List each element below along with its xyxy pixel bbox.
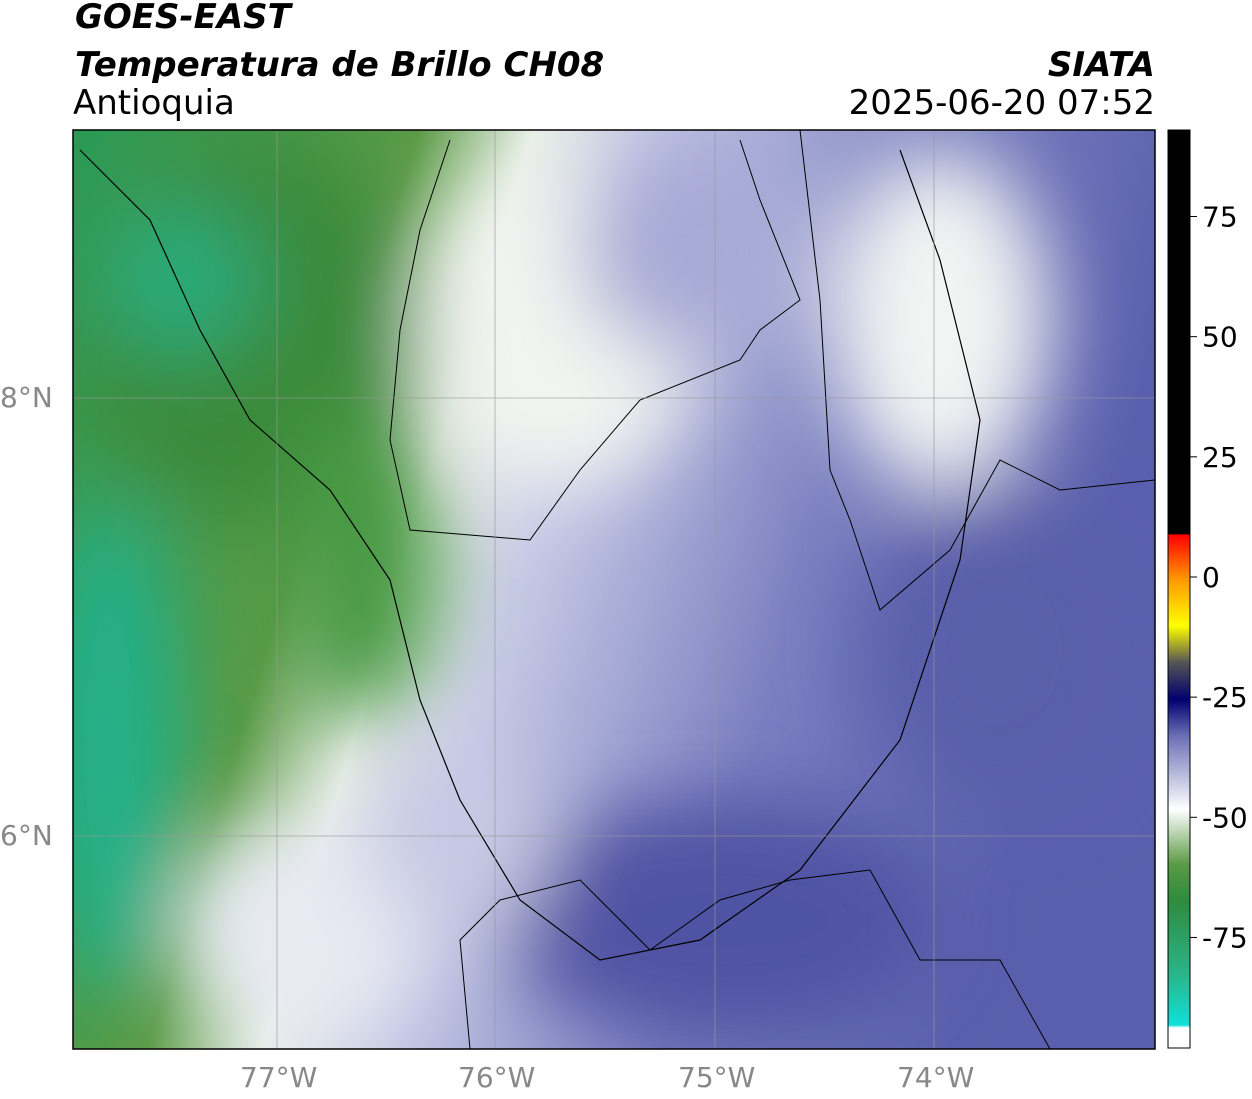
- region: Antioquia: [73, 83, 235, 123]
- colorbar: [1167, 129, 1191, 1049]
- lat-label: 8°N: [0, 381, 53, 414]
- lon-label: 75°W: [678, 1061, 756, 1094]
- colorbar-tick-label: 50: [1202, 321, 1238, 354]
- lon-label: 76°W: [458, 1061, 536, 1094]
- colorbar-tick-label: -25: [1202, 681, 1248, 714]
- subtitle: Temperatura de Brillo CH08: [75, 45, 605, 85]
- colorbar-tick-label: 75: [1202, 201, 1238, 234]
- colorbar-tick-label: 0: [1202, 561, 1220, 594]
- colorbar-tick-label: -50: [1202, 801, 1248, 834]
- colorbar-tick-label: -75: [1202, 921, 1248, 954]
- datetime: 2025-06-20 07:52: [848, 83, 1155, 123]
- title: GOES-EAST: [75, 0, 291, 37]
- lat-label: 6°N: [0, 819, 53, 852]
- map-frame: [72, 129, 1156, 1050]
- lon-label: 74°W: [897, 1061, 975, 1094]
- map-field: [73, 130, 1155, 1049]
- colorbar-tick-label: 25: [1202, 441, 1238, 474]
- source: SIATA: [1047, 45, 1155, 85]
- lon-label: 77°W: [240, 1061, 318, 1094]
